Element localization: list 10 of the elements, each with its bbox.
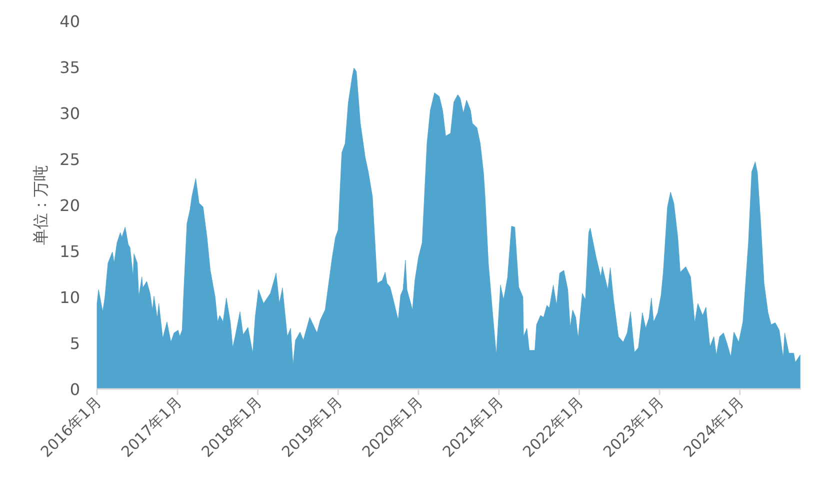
y-tick-label: 10 xyxy=(60,288,80,307)
y-tick-label: 30 xyxy=(60,104,80,123)
y-tick-label: 0 xyxy=(70,380,80,399)
y-tick-label: 5 xyxy=(70,334,80,353)
y-tick-label: 20 xyxy=(60,196,80,215)
y-axis-title: 单位：万吨 xyxy=(31,165,50,245)
y-tick-label: 25 xyxy=(60,150,80,169)
y-tick-label: 15 xyxy=(60,242,80,261)
y-tick-label: 35 xyxy=(60,58,80,77)
y-tick-label: 40 xyxy=(60,12,80,31)
